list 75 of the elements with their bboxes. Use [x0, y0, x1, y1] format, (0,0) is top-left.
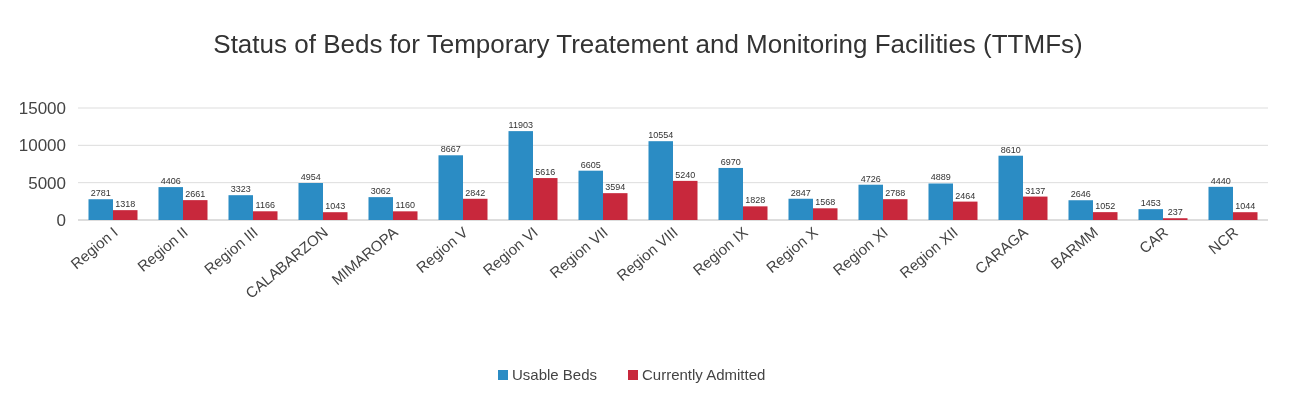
data-label: 3062 — [370, 186, 391, 197]
data-label: 2788 — [885, 188, 906, 199]
bar — [1138, 209, 1163, 220]
bar — [533, 178, 558, 220]
data-label: 5240 — [675, 169, 696, 180]
data-label: 11903 — [508, 120, 533, 131]
bar — [718, 167, 743, 220]
data-label: 8667 — [440, 144, 461, 155]
data-label: 4889 — [930, 172, 951, 183]
bar — [368, 197, 393, 220]
data-label: 2464 — [955, 190, 976, 201]
data-label: 2847 — [790, 187, 811, 198]
data-label: 2661 — [185, 189, 206, 200]
data-label: 1044 — [1235, 201, 1256, 212]
data-label: 1166 — [255, 200, 275, 211]
legend-label: Usable Beds — [512, 366, 598, 383]
y-tick-label: 5000 — [28, 173, 66, 193]
y-tick-label: 10000 — [18, 136, 66, 156]
bar — [1023, 196, 1048, 220]
data-label: 4726 — [860, 173, 881, 184]
y-tick-label: 15000 — [18, 98, 66, 118]
bar — [508, 131, 533, 220]
data-label: 1828 — [745, 195, 766, 206]
data-label: 1160 — [395, 200, 415, 211]
data-label: 6605 — [580, 159, 601, 170]
bar — [463, 198, 488, 220]
data-label: 8610 — [1000, 144, 1021, 155]
bar — [298, 183, 323, 220]
bar — [998, 155, 1023, 220]
bar — [648, 141, 673, 220]
data-label: 3594 — [605, 182, 626, 193]
bar — [228, 195, 253, 220]
bar — [88, 199, 113, 220]
data-label: 2842 — [465, 187, 486, 198]
y-tick-label: 0 — [56, 210, 66, 230]
data-label: 1568 — [815, 197, 836, 208]
bar — [673, 180, 698, 220]
data-label: 2781 — [90, 188, 111, 199]
bar — [1233, 212, 1258, 220]
bar — [253, 211, 278, 220]
data-label: 4954 — [300, 172, 321, 183]
data-label: 3137 — [1025, 185, 1046, 196]
bar — [928, 183, 953, 220]
bar — [323, 212, 348, 220]
data-label: 1318 — [115, 199, 136, 210]
bar — [858, 184, 883, 220]
chart-title: Status of Beds for Temporary Treatement and Monitoring Facilities (TTMFs) — [213, 29, 1083, 59]
x-tick-label: CAR — [1135, 223, 1172, 257]
bar — [393, 211, 418, 220]
bar — [883, 199, 908, 220]
data-label: 237 — [1167, 207, 1183, 218]
data-label: 1052 — [1095, 201, 1116, 212]
bar — [788, 198, 813, 220]
bar — [1093, 212, 1118, 220]
data-label: 10554 — [648, 130, 674, 141]
bar — [743, 206, 768, 220]
bar — [183, 200, 208, 220]
bar — [603, 193, 628, 220]
data-label: 1453 — [1140, 198, 1161, 209]
bar — [438, 155, 463, 220]
bar — [953, 201, 978, 220]
data-label: 6970 — [720, 156, 741, 167]
bar — [578, 170, 603, 220]
bar — [1068, 200, 1093, 220]
data-label: 2646 — [1070, 189, 1091, 200]
data-label: 5616 — [535, 167, 556, 178]
data-label: 3323 — [230, 184, 251, 195]
data-label: 4406 — [160, 176, 181, 187]
legend-label: Currently Admitted — [642, 366, 766, 383]
data-label: 1043 — [325, 201, 346, 212]
bar — [813, 208, 838, 220]
bar — [158, 187, 183, 220]
data-label: 4440 — [1210, 175, 1231, 186]
bar — [1208, 186, 1233, 220]
bar — [113, 210, 138, 220]
